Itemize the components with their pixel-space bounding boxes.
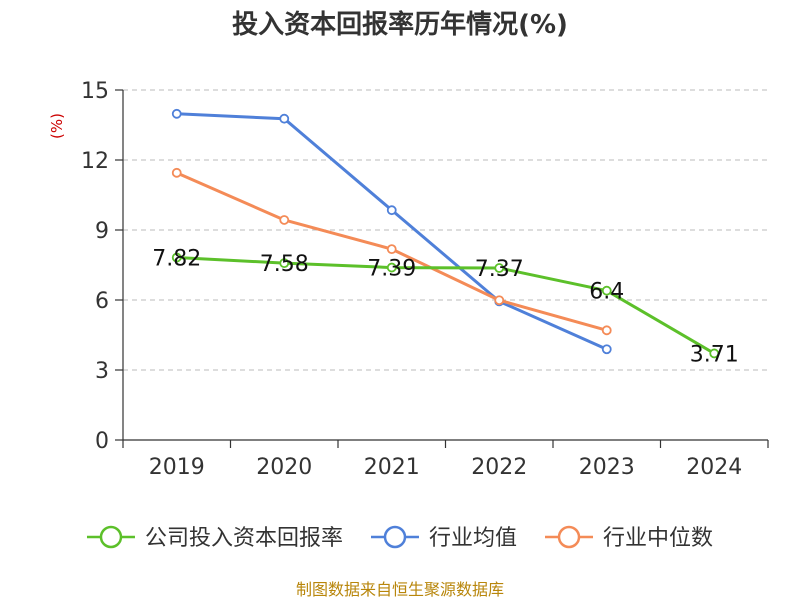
data-point-2-2019[interactable] [171, 167, 182, 178]
y-tick-label: 0 [95, 429, 109, 454]
series-lines [171, 108, 720, 359]
legend-swatch-marker [557, 525, 581, 549]
legend-swatch-marker [383, 525, 407, 549]
legend-label: 公司投入资本回报率 [145, 526, 343, 551]
x-tick-label-2023: 2023 [579, 455, 635, 480]
axes: 0 3 6 9 12 15 2019 2020 2021 2022 2023 2024 [81, 79, 769, 480]
y-tick-label: 12 [81, 149, 109, 174]
y-tick-label: 9 [95, 219, 109, 244]
data-point-0-2024[interactable] [709, 348, 720, 359]
x-tick-label-2020: 2020 [256, 455, 312, 480]
data-point-2-2021[interactable] [386, 244, 397, 255]
chart-title: 投入资本回报率历年情况(%) [232, 9, 568, 40]
data-point-1-2020[interactable] [279, 113, 290, 124]
data-label-2024: 3.71 [690, 342, 739, 367]
legend-item-0[interactable]: 公司投入资本回报率 [86, 525, 343, 551]
data-label-2020: 7.58 [260, 252, 309, 277]
x-tick-label-2021: 2021 [364, 455, 420, 480]
data-point-1-2019[interactable] [171, 108, 182, 119]
x-tick-label-2019: 2019 [149, 455, 205, 480]
series-line-1 [175, 112, 609, 351]
data-point-0-2022[interactable] [494, 263, 505, 273]
legend-item-1[interactable]: 行业均值 [370, 525, 517, 551]
legend[interactable]: 公司投入资本回报率 行业均值 行业中位数 [86, 525, 713, 551]
data-labels: 7.82 7.58 7.39 7.37 6.4 3.71 [152, 247, 738, 368]
data-label-2019: 7.82 [152, 247, 201, 272]
legend-label: 行业中位数 [603, 526, 713, 551]
data-label-2023: 6.4 [589, 280, 624, 305]
data-point-1-2023[interactable] [601, 344, 612, 355]
x-tick-label-2022: 2022 [471, 455, 527, 480]
legend-item-2[interactable]: 行业中位数 [545, 525, 713, 551]
y-tick-label: 15 [81, 79, 109, 104]
series-line-0 [175, 256, 716, 355]
data-point-0-2019[interactable] [171, 252, 182, 263]
data-label-2021: 7.39 [367, 257, 416, 282]
legend-label: 行业均值 [429, 526, 517, 551]
source-note: 制图数据来自恒生聚源数据库 [296, 580, 504, 599]
data-point-0-2020[interactable] [279, 258, 290, 269]
data-point-0-2021[interactable] [386, 262, 397, 273]
data-point-1-2021[interactable] [386, 205, 397, 216]
data-point-0-2023[interactable] [601, 285, 612, 296]
x-tick-label-2024: 2024 [686, 455, 742, 480]
y-tick-label: 6 [95, 289, 109, 314]
legend-swatch-marker [99, 525, 123, 549]
data-label-2022: 7.37 [475, 257, 524, 282]
data-point-2-2022[interactable] [494, 295, 505, 306]
y-tick-label: 3 [95, 359, 109, 384]
data-point-2-2020[interactable] [279, 215, 290, 225]
data-point-2-2023[interactable] [601, 325, 612, 336]
y-axis-unit-label: (%) [48, 113, 66, 139]
